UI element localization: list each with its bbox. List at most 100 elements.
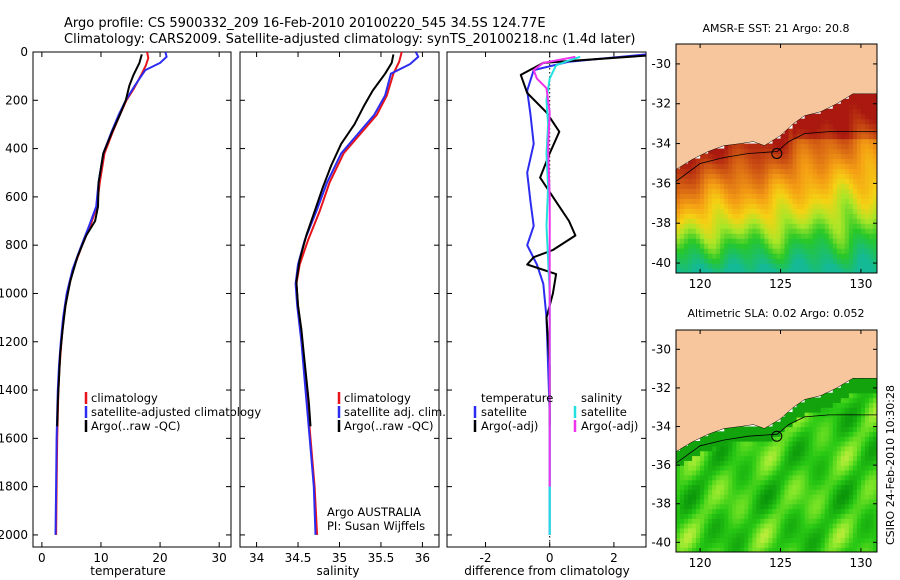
heatmap-cell [780, 503, 786, 510]
heatmap-cell [736, 143, 741, 150]
heatmap-cell [752, 518, 757, 524]
heatmap-cell [772, 503, 778, 510]
heatmap-cell [832, 148, 838, 155]
legend-label: climatology [344, 391, 411, 405]
heatmap-cell [724, 445, 729, 452]
heatmap-cell [724, 479, 729, 486]
heatmap-cell [744, 198, 749, 204]
heatmap-cell [836, 397, 842, 403]
heatmap-cell [784, 513, 790, 519]
heatmap-cell [740, 537, 745, 543]
heatmap-cell [852, 188, 858, 194]
heatmap-cell [756, 474, 762, 481]
heatmap-cell [844, 508, 850, 514]
heatmap-cell [712, 460, 717, 466]
heatmap-cell [836, 455, 842, 461]
heatmap-cell [800, 193, 806, 199]
heatmap-cell [856, 537, 862, 543]
heatmap-cell [748, 153, 753, 160]
heatmap-cell [704, 532, 709, 539]
heatmap-cell [816, 118, 822, 125]
heatmap-cell [768, 489, 774, 495]
heatmap-cell [864, 203, 870, 209]
heatmap-cell [820, 203, 826, 209]
heatmap-cell [840, 188, 846, 194]
heatmap-cell [716, 223, 721, 229]
heatmap-cell [788, 537, 794, 543]
heatmap-cell [844, 123, 850, 130]
heatmap-cell [804, 113, 810, 120]
heatmap-cell [772, 441, 778, 447]
heatmap-cell [744, 513, 749, 519]
heatmap-cell [856, 168, 862, 175]
heatmap-cell [732, 460, 737, 466]
heatmap-cell [788, 450, 794, 457]
heatmap-cell [748, 218, 753, 224]
heatmap-cell [816, 258, 822, 264]
heatmap-cell [848, 213, 854, 219]
heatmap-cell [804, 494, 810, 500]
x-tick-label: 125 [769, 556, 792, 570]
heatmap-cell [688, 163, 693, 170]
heatmap-cell [808, 198, 814, 204]
heatmap-cell [776, 523, 782, 529]
heatmap-cell [824, 527, 830, 534]
heatmap-cell [784, 213, 790, 219]
heatmap-cell [752, 498, 757, 505]
heatmap-cell [760, 474, 766, 481]
heatmap-cell [812, 128, 818, 135]
heatmap-cell [784, 178, 790, 184]
heatmap-cell [736, 258, 741, 264]
heatmap-cell [728, 208, 733, 214]
heatmap-cell [740, 513, 745, 519]
heatmap-cell [776, 268, 782, 273]
heatmap-cell [780, 148, 786, 155]
heatmap-cell [836, 416, 842, 423]
heatmap-cell [856, 513, 862, 519]
heatmap-cell [768, 168, 774, 175]
heatmap-cell [860, 158, 866, 165]
heatmap-cell [808, 233, 814, 239]
heatmap-cell [720, 537, 725, 543]
heatmap-cell [760, 173, 766, 180]
heatmap-cell [840, 143, 846, 150]
heatmap-cell [832, 153, 838, 160]
heatmap-cell [848, 168, 854, 175]
heatmap-cell [700, 503, 705, 510]
heatmap-cell [792, 407, 798, 413]
heatmap-cell [744, 183, 749, 189]
heatmap-cell [692, 178, 697, 184]
heatmap-cell [812, 547, 818, 552]
heatmap-cell [864, 198, 870, 204]
heatmap-cell [732, 469, 737, 476]
heatmap-cell [696, 223, 701, 229]
heatmap-cell [856, 518, 862, 524]
heatmap-cell [856, 392, 862, 399]
heatmap-cell [724, 465, 729, 471]
heatmap-cell [692, 460, 697, 466]
heatmap-cell [764, 527, 770, 534]
heatmap-cell [784, 465, 790, 471]
heatmap-cell [860, 268, 866, 273]
heatmap-cell [800, 228, 806, 234]
heatmap-cell [780, 243, 786, 249]
heatmap-cell [804, 213, 810, 219]
heatmap-cell [804, 474, 810, 481]
heatmap-cell [788, 523, 794, 529]
heatmap-cell [796, 143, 802, 150]
heatmap-cell [864, 263, 870, 269]
heatmap-cell [840, 431, 846, 437]
heatmap-cell [704, 474, 709, 481]
heatmap-cell [768, 233, 774, 239]
heatmap-cell [864, 123, 870, 130]
heatmap-cell [820, 416, 826, 423]
heatmap-cell [872, 213, 877, 219]
heatmap-cell [824, 168, 830, 175]
heatmap-cell [768, 460, 774, 466]
heatmap-cell [824, 228, 830, 234]
heatmap-cell [720, 243, 725, 249]
heatmap-cell [764, 479, 770, 486]
heatmap-cell [692, 479, 697, 486]
heatmap-cell [820, 108, 826, 115]
heatmap-cell [848, 498, 854, 505]
